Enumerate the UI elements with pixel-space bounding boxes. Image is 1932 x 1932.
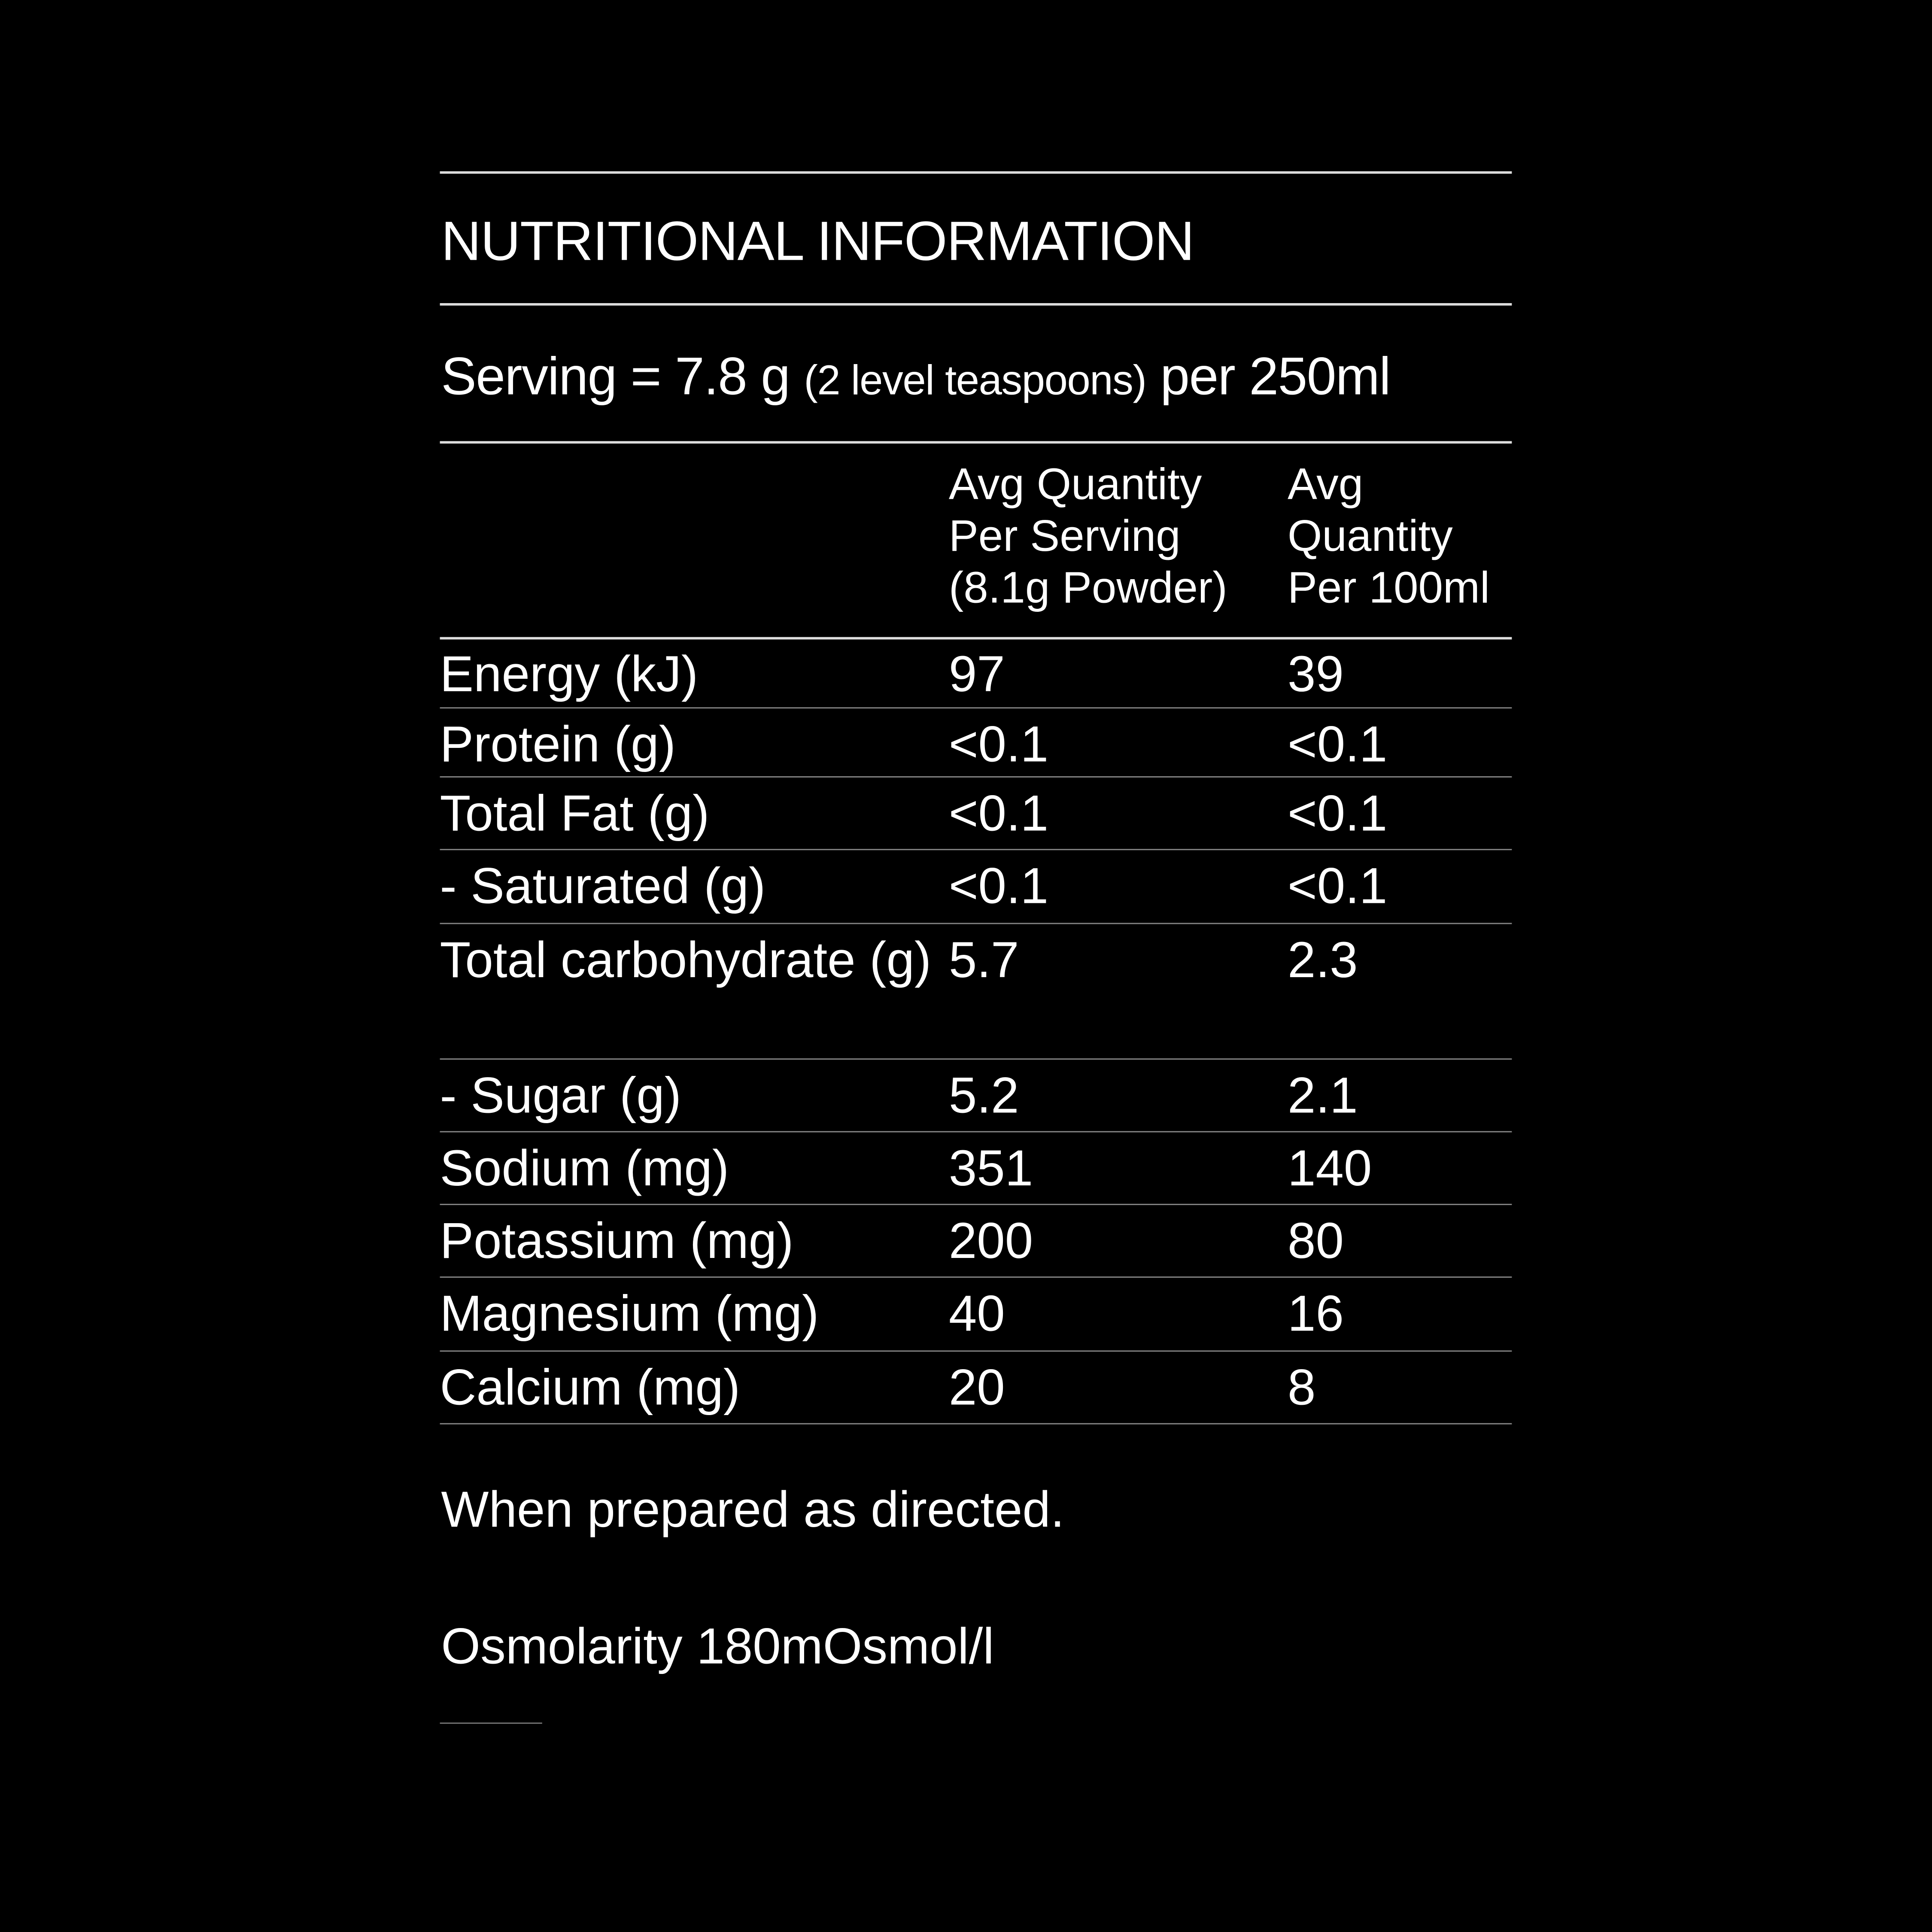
per-100ml-value: <0.1 [1288,785,1388,842]
per-serving-value: 200 [948,1212,1033,1269]
per-100ml-value: <0.1 [1288,716,1388,773]
per-serving-value: 5.7 [948,931,1019,988]
serving-main: Serving = 7.8 g [441,347,790,407]
table-row: Potassium (mg) 200 80 [440,1205,1512,1278]
per-serving-value: <0.1 [948,785,1049,842]
nutrient-label: Protein (g) [440,716,676,773]
nutrient-label: Calcium (mg) [440,1359,741,1416]
table-row: Sodium (mg) 351 140 [440,1132,1512,1205]
nutrient-label: Total carbohydrate (g) [440,931,932,988]
per-100ml-value: <0.1 [1288,857,1388,914]
per-100ml-value: 16 [1288,1285,1344,1342]
serving-suffix: per 250ml [1160,347,1391,407]
divider [440,303,1512,305]
serving-size: Serving = 7.8 g (2 level teaspoons) per … [441,347,1391,408]
per-serving-value: 20 [948,1359,1005,1416]
nutrient-label: Potassium (mg) [440,1212,794,1269]
divider [440,637,1512,639]
header-line: (8.1g Powder) [948,562,1227,613]
nutrient-label: - Sugar (g) [440,1067,681,1124]
table-row: - Sugar (g) 5.2 2.1 [440,1060,1512,1133]
column-header-per-100ml: Avg Quantity Per 100ml [1288,459,1490,614]
panel-title: NUTRITIONAL INFORMATION [441,209,1194,273]
per-serving-value: 97 [948,645,1005,702]
per-serving-value: 351 [948,1139,1033,1197]
header-line: Avg Quantity [948,458,1202,509]
per-serving-value: 40 [948,1285,1005,1342]
table-row: Energy (kJ) 97 39 [440,638,1512,709]
header-line: Quantity [1288,510,1453,561]
table-row: Total carbohydrate (g) 5.7 2.3 [440,924,1512,1060]
column-header-per-serving: Avg Quantity Per Serving (8.1g Powder) [949,459,1227,614]
serving-detail: (2 level teaspoons) [804,357,1147,404]
table-row: Calcium (mg) 20 8 [440,1352,1512,1425]
per-100ml-value: 140 [1288,1139,1372,1197]
preparation-note: When prepared as directed. [441,1481,1065,1538]
nutrient-label: Energy (kJ) [440,645,699,702]
table-row: Protein (g) <0.1 <0.1 [440,708,1512,778]
nutrient-label: - Saturated (g) [440,857,766,914]
table-row: Total Fat (g) <0.1 <0.1 [440,778,1512,851]
nutrient-label: Magnesium (mg) [440,1285,819,1342]
per-serving-value: <0.1 [948,857,1049,914]
divider [440,441,1512,443]
header-line: Per 100ml [1288,562,1490,613]
nutrient-label: Total Fat (g) [440,785,710,842]
per-100ml-value: 2.3 [1288,931,1358,988]
per-serving-value: 5.2 [948,1067,1019,1124]
header-line: Avg [1288,458,1364,509]
divider [440,1722,542,1724]
per-100ml-value: 39 [1288,645,1344,702]
osmolarity-note: Osmolarity 180mOsmol/l [441,1618,994,1675]
divider [440,171,1512,173]
per-100ml-value: 80 [1288,1212,1344,1269]
table-row: Magnesium (mg) 40 16 [440,1278,1512,1352]
per-100ml-value: 8 [1288,1359,1316,1416]
table-row: - Saturated (g) <0.1 <0.1 [440,850,1512,924]
per-serving-value: <0.1 [948,716,1049,773]
per-100ml-value: 2.1 [1288,1067,1358,1124]
nutrient-label: Sodium (mg) [440,1139,729,1197]
header-line: Per Serving [948,510,1181,561]
